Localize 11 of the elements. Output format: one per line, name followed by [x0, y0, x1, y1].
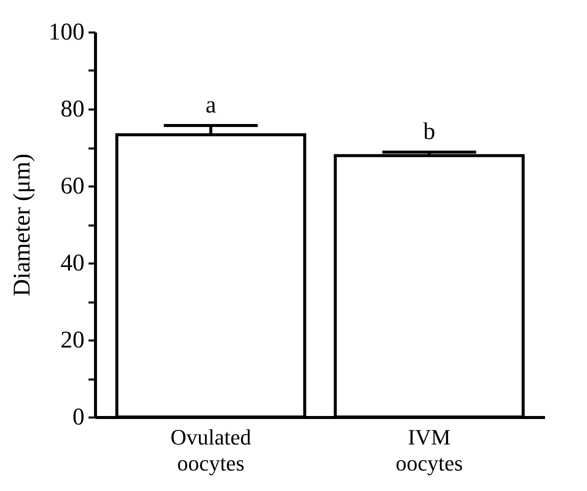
- annotation: a: [205, 92, 216, 119]
- x-tick-label: IVM oocytes: [396, 424, 463, 476]
- y-tick-label: 20: [60, 328, 84, 354]
- x-tick-label: Ovulated oocytes: [170, 424, 252, 476]
- y-axis-title: Diameter (μm): [10, 154, 36, 296]
- y-tick-label: 40: [60, 250, 84, 276]
- annotation: b: [423, 119, 436, 146]
- y-tick-label: 80: [60, 96, 84, 122]
- y-tick-label: 100: [48, 20, 84, 46]
- y-tick-label: 0: [72, 404, 84, 430]
- y-tick-label: 60: [60, 174, 84, 200]
